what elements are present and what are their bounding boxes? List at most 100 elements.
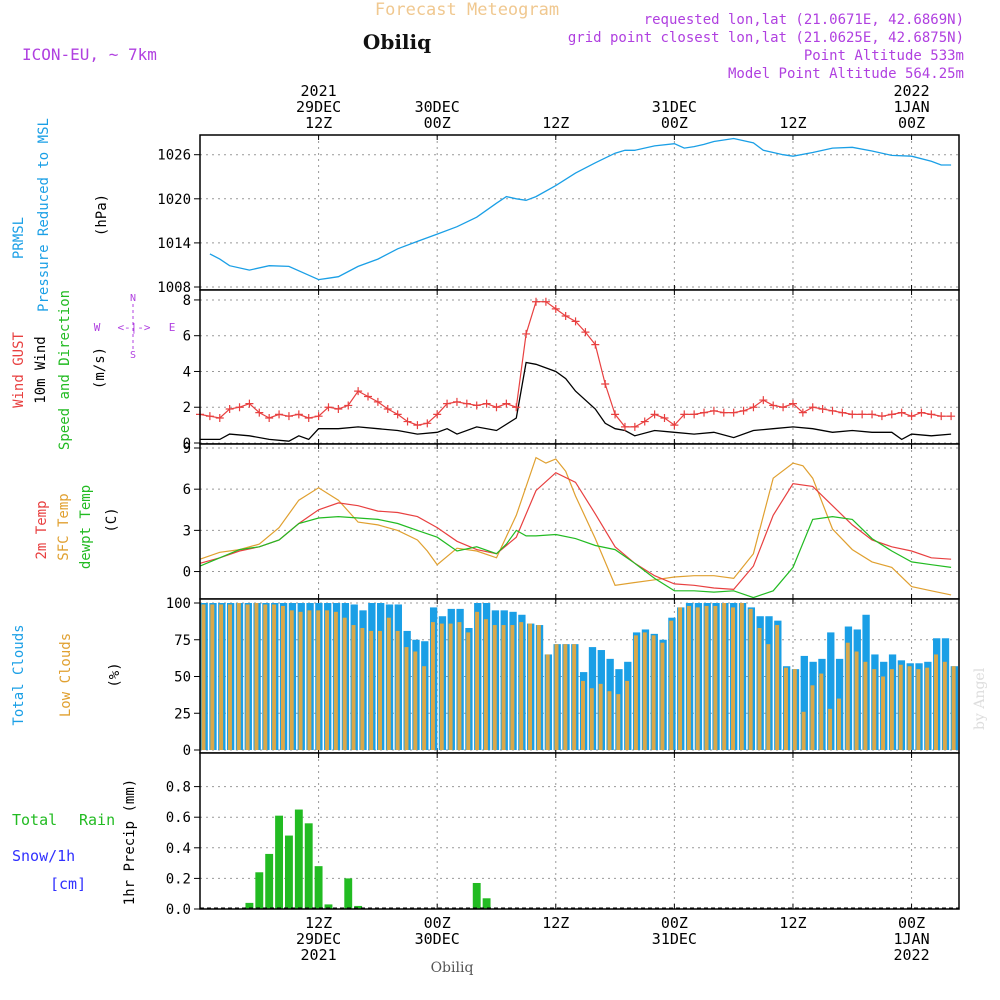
pressure-panel: 1008 1014 1020 1026 bbox=[157, 134, 960, 296]
bottom-axis-label: 2021 bbox=[301, 946, 337, 964]
top-axis-label: 00Z bbox=[661, 114, 688, 132]
low-cloud-bar bbox=[783, 667, 788, 750]
model-altitude: Model Point Altitude 564.25m bbox=[728, 66, 964, 82]
gust-label: Wind GUST bbox=[11, 332, 27, 408]
gust-marker bbox=[779, 403, 788, 412]
rain-bar bbox=[304, 823, 313, 909]
low-cloud-bar bbox=[916, 669, 921, 750]
top-axis-label: 1JAN bbox=[894, 98, 930, 116]
wind-plot-area bbox=[200, 290, 959, 444]
low-cloud-bar bbox=[245, 604, 250, 750]
gust-marker bbox=[225, 405, 234, 414]
rain-labels: Total Rain Snow/1h [cm] 1hr Precip (mm) bbox=[12, 779, 138, 905]
low-cloud-bar bbox=[678, 607, 683, 750]
bottom-axis-label: 1JAN bbox=[894, 930, 930, 948]
gust-marker bbox=[907, 412, 916, 421]
gust-marker bbox=[373, 397, 382, 406]
temp2m-line bbox=[199, 471, 952, 591]
prmsl-label: PRMSL bbox=[11, 217, 27, 259]
gust-marker bbox=[877, 412, 886, 421]
gust-marker bbox=[630, 422, 639, 431]
low-cloud-bar bbox=[475, 611, 480, 750]
low-cloud-bar bbox=[748, 608, 753, 750]
gust-marker bbox=[344, 401, 353, 410]
gust-marker bbox=[541, 297, 550, 306]
low-cloud-bar bbox=[483, 619, 488, 750]
low-cloud-bar bbox=[210, 604, 215, 750]
low-cloud-bar bbox=[219, 604, 224, 750]
cloud-labels: Total Clouds Low Clouds (%) bbox=[11, 624, 123, 725]
bottom-axis-label: 00Z bbox=[661, 914, 688, 932]
pressure-labels: PRMSL Pressure Reduced to MSL (hPa) bbox=[11, 118, 110, 312]
gust-marker bbox=[680, 410, 689, 419]
gust-marker bbox=[532, 297, 541, 306]
low-cloud-bar bbox=[934, 654, 938, 750]
gust-marker bbox=[729, 408, 738, 417]
prmsl-desc-label: Pressure Reduced to MSL bbox=[36, 118, 52, 312]
low-cloud-bar bbox=[492, 625, 497, 750]
dewpt-line bbox=[199, 515, 952, 599]
rain-plot-area bbox=[200, 753, 959, 909]
low-cloud-bar bbox=[528, 623, 533, 750]
cloud-ytick-label: 25 bbox=[174, 706, 191, 722]
wind-unit: (m/s) bbox=[92, 347, 108, 389]
rain-border bbox=[199, 752, 960, 910]
gust-marker bbox=[917, 408, 926, 417]
cloud-panel: 0 25 50 75 100 bbox=[166, 596, 960, 759]
low-cloud-bar bbox=[792, 669, 797, 750]
low-cloud-bar bbox=[810, 685, 815, 750]
gust-marker bbox=[769, 401, 778, 410]
low-cloud-bar bbox=[342, 617, 347, 750]
low-cloud-bar bbox=[307, 610, 312, 750]
gust-marker bbox=[719, 408, 728, 417]
low-cloud-bar bbox=[589, 688, 594, 750]
gust-marker bbox=[334, 405, 343, 414]
low-cloud-bar bbox=[369, 630, 374, 750]
cloud-ytick-label: 100 bbox=[166, 596, 191, 612]
wind-ytick-label: 0 bbox=[183, 436, 191, 452]
gust-marker bbox=[838, 408, 847, 417]
gust-marker bbox=[472, 401, 481, 410]
low-cloud-bar bbox=[872, 669, 877, 750]
requested-coords: requested lon,lat (21.0671E, 42.6869N) bbox=[644, 12, 964, 28]
low-cloud-bar bbox=[395, 630, 400, 750]
low-cloud-bar bbox=[828, 708, 833, 750]
credit-label: by Angel bbox=[972, 667, 988, 730]
low-cloud-bar bbox=[272, 604, 277, 750]
low-cloud-bar bbox=[316, 610, 321, 750]
low-cloud-bar bbox=[942, 661, 947, 750]
gust-marker bbox=[947, 412, 956, 421]
low-cloud-bar bbox=[510, 625, 515, 750]
rain-bar bbox=[245, 902, 254, 909]
gust-marker bbox=[443, 399, 452, 408]
gust-marker bbox=[383, 405, 392, 414]
low-cloud-bar bbox=[598, 683, 603, 750]
top-axis-label: 12Z bbox=[305, 114, 332, 132]
bottom-axis-label: 12Z bbox=[779, 914, 806, 932]
low-cloud-bar bbox=[263, 604, 268, 750]
gust-marker bbox=[433, 410, 442, 419]
gust-marker bbox=[591, 340, 600, 349]
wind-ytick-label: 6 bbox=[183, 329, 191, 345]
temp-labels: 2m Temp SFC Temp dewpt Temp (C) bbox=[34, 485, 120, 569]
low-cloud-bar bbox=[669, 620, 674, 750]
sfc-label: SFC Temp bbox=[56, 493, 72, 560]
point-altitude: Point Altitude 533m bbox=[804, 48, 964, 64]
low-cloud-bar bbox=[536, 625, 541, 750]
gust-marker bbox=[561, 312, 570, 321]
gust-marker bbox=[403, 417, 412, 426]
low-cloud-bar bbox=[413, 651, 418, 750]
low-cloud-bar bbox=[889, 669, 894, 750]
gust-marker bbox=[462, 399, 471, 408]
cloud-ytick-label: 0 bbox=[183, 743, 191, 759]
low-cloud-bar bbox=[731, 607, 736, 750]
gust-marker bbox=[670, 421, 679, 430]
low-cloud-bar bbox=[519, 622, 524, 750]
gust-marker bbox=[601, 379, 610, 388]
snow-unit: [cm] bbox=[50, 875, 86, 893]
gust-marker bbox=[927, 410, 936, 419]
wind-labels: Wind GUST 10m Wind Speed and Direction (… bbox=[11, 290, 175, 450]
gust-marker bbox=[275, 410, 284, 419]
rain-bar bbox=[265, 853, 274, 909]
temp-ytick-label: 3 bbox=[183, 523, 191, 539]
